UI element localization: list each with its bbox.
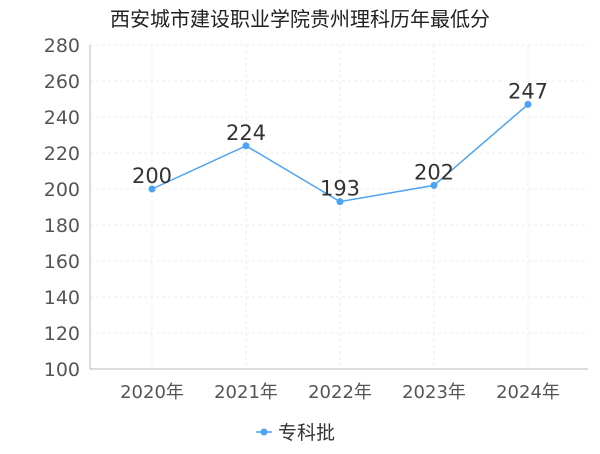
y-tick-label: 120 [44,323,80,345]
y-tick-label: 140 [44,287,80,309]
x-tick-label: 2021年 [214,382,278,403]
data-label: 200 [132,164,172,188]
legend-label: 专科批 [278,422,335,444]
y-tick-label: 280 [44,35,80,57]
y-tick-label: 200 [44,179,80,201]
data-point [242,142,250,150]
x-tick-label: 2022年 [308,382,372,403]
y-tick-label: 240 [44,107,80,129]
y-tick-label: 220 [44,143,80,165]
data-point [430,181,438,189]
x-tick-label: 2020年 [120,382,184,403]
y-tick-label: 180 [44,215,80,237]
axis-layer: 100 120 140 160 180 200 220 240 260 280 2020年 2021年… [44,35,588,403]
series-layer [148,100,532,206]
x-tick-label: 2024年 [496,382,560,403]
grid-layer [90,44,588,369]
y-tick-label: 100 [44,359,80,381]
data-label: 202 [414,160,454,184]
x-tick-label: 2023年 [402,382,466,403]
data-point [148,185,156,193]
data-label-layer: 200 224 193 202 247 [132,79,548,200]
chart-title: 西安城市建设职业学院贵州理科历年最低分 [110,7,490,31]
data-label: 224 [226,121,266,145]
data-label: 193 [320,177,360,201]
legend-dot-marker [260,428,268,436]
data-point [524,100,532,108]
y-tick-label: 160 [44,251,80,273]
data-point [336,198,344,206]
legend: 专科批 [256,422,335,444]
y-tick-label: 260 [44,71,80,93]
data-label: 247 [508,79,548,103]
